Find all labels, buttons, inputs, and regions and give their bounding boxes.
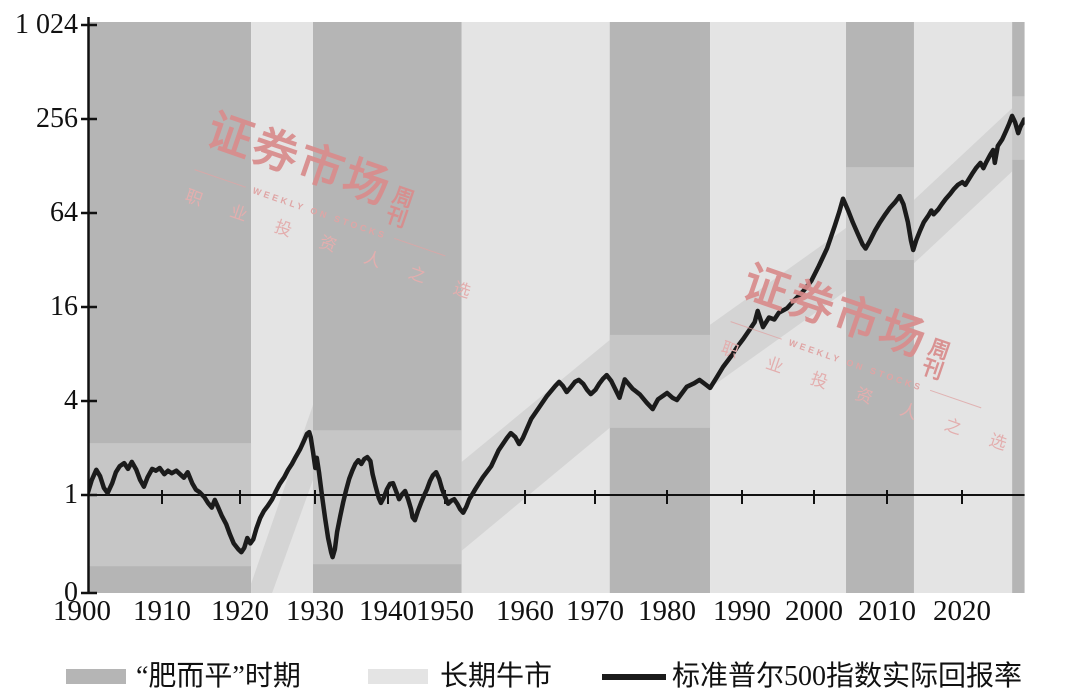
- x-tick-label: 2020: [933, 595, 991, 627]
- x-tick-label: 1900: [53, 595, 111, 627]
- trend-channel-overlay: [461, 340, 610, 551]
- trading-range-overlay: [609, 334, 711, 428]
- x-tick-label: 1910: [133, 595, 191, 627]
- x-tick-label: 2010: [858, 595, 916, 627]
- x-tick-label: 1920: [211, 595, 269, 627]
- fat-flat-period-band: [1012, 22, 1025, 593]
- x-tick-label: 1940: [359, 595, 417, 627]
- y-tick-label: 64: [50, 197, 78, 228]
- fat-flat-period-band: [846, 22, 914, 593]
- x-tick-label: 1980: [638, 595, 696, 627]
- x-tick-label: 1970: [566, 595, 624, 627]
- bull-market-band: [913, 22, 1013, 593]
- fat-flat-period-label: “肥而平”时期: [136, 661, 301, 692]
- fat-flat-period-band: [609, 22, 711, 593]
- sp500-real-return-line: [88, 113, 1025, 560]
- y-tick-label: 4: [64, 385, 78, 416]
- y-tick-label: 1 024: [15, 9, 78, 40]
- trading-range-overlay: [846, 167, 914, 260]
- x-tick-label: 1930: [286, 595, 344, 627]
- y-tick-label: 256: [36, 103, 78, 134]
- fat-flat-period-swatch: [66, 669, 126, 684]
- bull-market-label: 长期牛市: [440, 661, 553, 692]
- y-tick-label: 1: [64, 479, 78, 510]
- trading-range-overlay: [88, 443, 252, 567]
- x-tick-label: 1950: [416, 595, 474, 627]
- x-tick-label: 1960: [496, 595, 554, 627]
- series-line-swatch: [602, 674, 666, 680]
- y-tick-label: 0: [64, 577, 78, 608]
- trend-channel-overlay: [710, 228, 846, 388]
- x-tick-label: 1990: [713, 595, 771, 627]
- series-line-label: 标准普尔500指数实际回报率: [672, 661, 1023, 692]
- y-tick-label: 16: [50, 291, 78, 322]
- bull-market-swatch: [368, 669, 428, 684]
- x-tick-label: 2000: [785, 595, 843, 627]
